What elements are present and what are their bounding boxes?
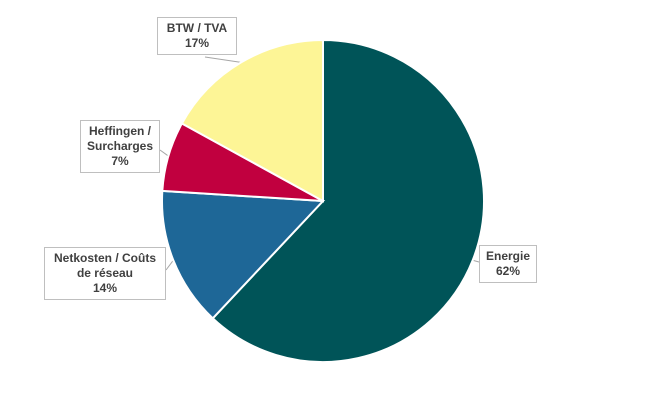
leader-line	[472, 259, 480, 263]
slice-label-line: Heffingen /	[89, 124, 151, 138]
leader-line	[159, 149, 169, 157]
slice-label-line: Netkosten / Coûts	[53, 251, 156, 265]
pie-slices	[161, 38, 485, 363]
pie-slice	[211, 38, 485, 363]
data-label-heffingen: Heffingen / Surcharges 7%	[80, 120, 160, 173]
data-label-netkosten: Netkosten / Coûts de réseau 14%	[44, 247, 166, 300]
slice-label-line: Energie	[486, 249, 531, 263]
slice-value-label: 14%	[92, 281, 118, 295]
leader-line	[165, 259, 174, 271]
slice-label-line: Surcharges	[87, 139, 154, 153]
leader-lines	[159, 56, 480, 271]
data-label-btw: BTW / TVA 17%	[157, 17, 237, 55]
slice-value-label: 17%	[184, 36, 210, 50]
pie-slice	[161, 189, 326, 320]
slice-label-line: de réseau	[76, 266, 134, 280]
data-label-energie: Energie 62%	[479, 245, 537, 283]
leader-line	[204, 56, 242, 63]
slice-label-line: BTW / TVA	[166, 21, 228, 35]
pie-slice	[180, 38, 324, 203]
slice-value-label: 7%	[111, 154, 129, 168]
slice-value-label: 62%	[495, 264, 521, 278]
